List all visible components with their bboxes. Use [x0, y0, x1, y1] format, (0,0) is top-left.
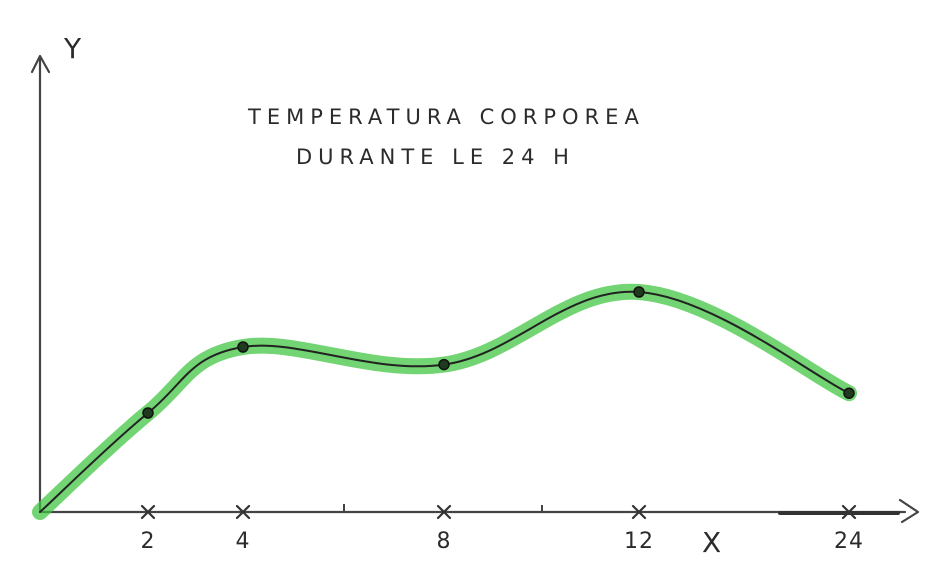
data-point-2	[142, 407, 154, 419]
x-tick-label-24: 24	[834, 529, 864, 554]
y-axis-label: Y	[63, 32, 82, 65]
x-tick-group: 2 4 8 12 24	[141, 504, 864, 554]
x-tick-label-4: 4	[236, 529, 251, 554]
x-tick-12: 12	[624, 504, 654, 554]
x-tick-8: 8	[437, 504, 452, 554]
data-point-12	[633, 286, 645, 298]
data-point-24	[843, 387, 855, 399]
x-tick-2: 2	[141, 504, 156, 554]
x-tick-label-8: 8	[437, 529, 452, 554]
series-layer	[32, 283, 857, 520]
x-tick-24: 24	[834, 504, 864, 554]
x-axis	[38, 498, 920, 524]
data-point-4	[237, 341, 249, 353]
data-point-8	[438, 358, 450, 371]
x-tick-label-2: 2	[141, 529, 156, 554]
chart-title-line-1: TEMPERATURA CORPOREA	[247, 105, 645, 129]
minor-ticks	[343, 504, 543, 512]
x-axis-label: X	[702, 526, 721, 559]
y-axis	[30, 54, 51, 514]
chart-title-line-2: DURANTE LE 24 H	[296, 145, 575, 169]
x-tick-4: 4	[236, 504, 251, 554]
x-tick-label-12: 12	[624, 529, 654, 554]
